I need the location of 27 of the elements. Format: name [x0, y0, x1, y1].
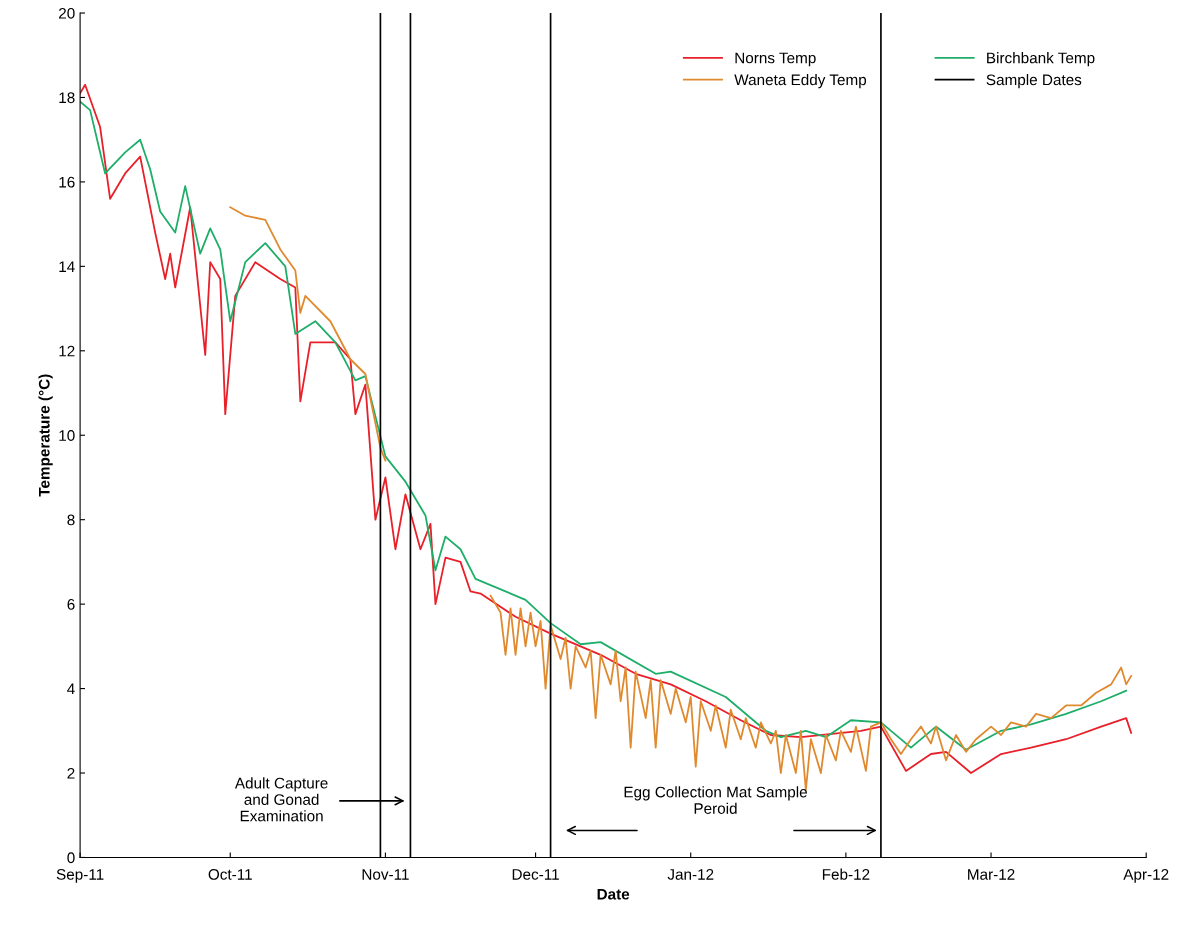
y-tick-label: 4 [67, 683, 75, 695]
annotation: Egg Collection Mat Sample Peroid [624, 786, 807, 814]
y-tick-label: 18 [59, 92, 75, 104]
y-tick-label: 0 [67, 852, 75, 864]
y-tick-label: 16 [59, 176, 75, 188]
y-axis-title: Temperature (°C) [38, 374, 53, 497]
x-axis-title: Date [597, 888, 630, 900]
y-tick-label: 10 [59, 430, 75, 441]
legend-label: Birchbank Temp [987, 52, 1095, 67]
x-tick-label: Oct-11 [208, 868, 252, 880]
x-tick-label: Mar-12 [968, 868, 1015, 880]
x-tick-label: Jan-12 [667, 868, 714, 880]
x-tick-label: Feb-12 [822, 868, 870, 880]
legend-label: Sample Dates [986, 73, 1082, 89]
x-tick-label: Nov-11 [362, 869, 409, 880]
y-tick-label: 6 [67, 599, 75, 610]
y-tick-label: 12 [59, 345, 75, 357]
y-tick-label: 8 [67, 514, 75, 526]
x-tick-label: Apr-12 [1123, 868, 1169, 883]
x-tick-label: Sep-11 [56, 868, 104, 883]
x-tick-label: Dec-11 [512, 869, 559, 880]
legend-label: Waneta Eddy Temp [734, 73, 867, 89]
y-tick-label: 2 [67, 767, 75, 779]
annotation: Adult Capture and Gonad Examination [234, 777, 328, 822]
legend-label: Norns Temp [735, 52, 816, 67]
y-tick-label: 20 [59, 7, 75, 19]
y-tick-label: 14 [59, 261, 75, 272]
